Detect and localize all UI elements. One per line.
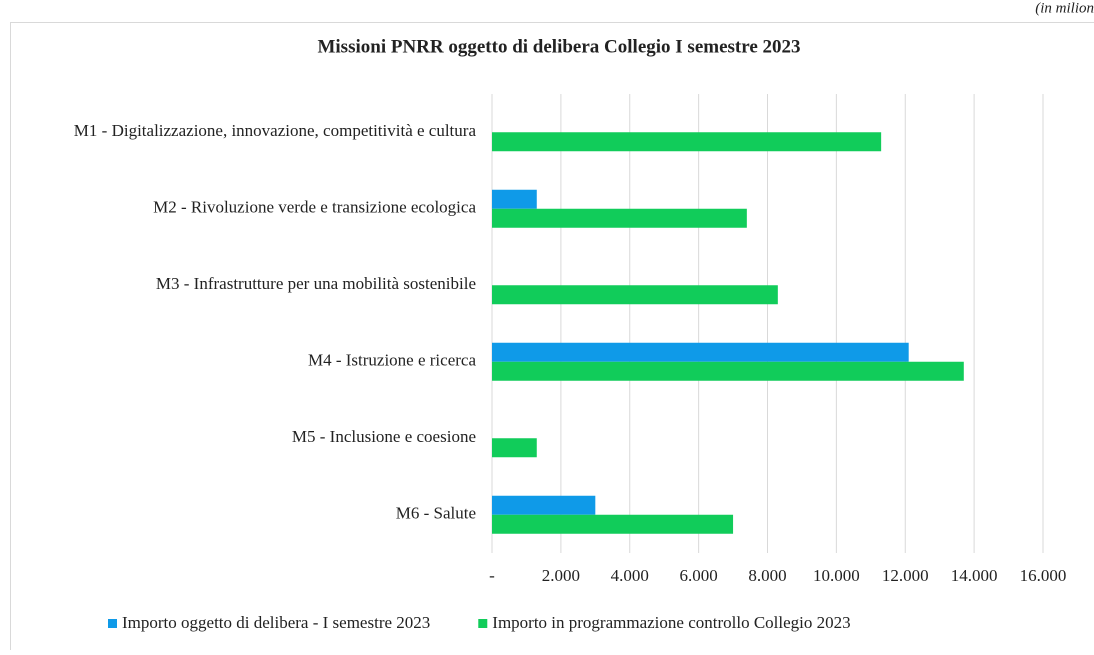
y-tick-label: M1 - Digitalizzazione, innovazione, comp… (74, 121, 477, 140)
unit-note: (in milion (1035, 0, 1094, 16)
bar (492, 362, 964, 381)
x-tick-label: 12.000 (882, 566, 929, 585)
x-tick-label: 6.000 (680, 566, 718, 585)
x-tick-label: - (489, 566, 495, 585)
bar (492, 343, 909, 362)
x-tick-label: 14.000 (951, 566, 998, 585)
x-tick-label: 16.000 (1020, 566, 1067, 585)
y-tick-label: M5 - Inclusione e coesione (292, 427, 476, 446)
y-tick-label: M4 - Istruzione e ricerca (308, 351, 476, 370)
bar (492, 515, 733, 534)
legend-label: Importo oggetto di delibera - I semestre… (122, 613, 430, 632)
x-tick-label: 8.000 (748, 566, 786, 585)
y-tick-label: M2 - Rivoluzione verde e transizione eco… (153, 198, 476, 217)
x-tick-label: 10.000 (813, 566, 860, 585)
legend-swatch (478, 619, 487, 628)
x-tick-label: 2.000 (542, 566, 580, 585)
bar (492, 209, 747, 228)
bar (492, 190, 537, 209)
chart-title: Missioni PNRR oggetto di delibera Colleg… (317, 36, 800, 57)
y-tick-label: M6 - Salute (396, 504, 476, 523)
bar (492, 285, 778, 304)
legend-swatch (108, 619, 117, 628)
x-tick-label: 4.000 (611, 566, 649, 585)
legend-label: Importo in programmazione controllo Coll… (492, 613, 850, 632)
bar (492, 496, 595, 515)
y-tick-label: M3 - Infrastrutture per una mobilità sos… (156, 274, 476, 293)
bar (492, 132, 881, 151)
chart-border (11, 23, 1094, 651)
bar (492, 438, 537, 457)
